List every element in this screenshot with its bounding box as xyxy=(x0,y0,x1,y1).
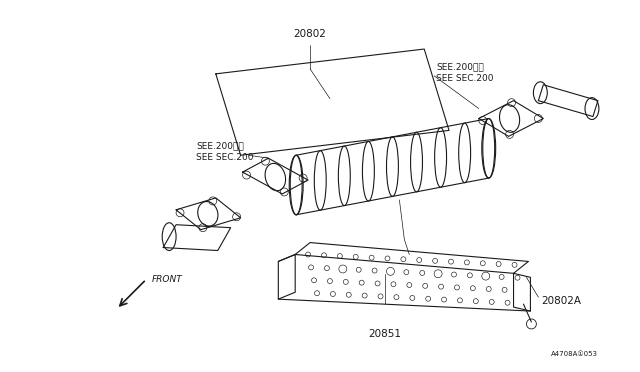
Text: FRONT: FRONT xyxy=(151,275,182,284)
Text: 20851: 20851 xyxy=(368,329,401,339)
Text: SEE.200参照: SEE.200参照 xyxy=(436,62,484,71)
Text: SEE SEC.200: SEE SEC.200 xyxy=(196,153,253,162)
Text: SEE SEC.200: SEE SEC.200 xyxy=(436,74,493,83)
Text: 20802A: 20802A xyxy=(541,296,581,306)
Text: A4708A①053: A4708A①053 xyxy=(551,351,598,357)
Text: 20802: 20802 xyxy=(294,29,326,39)
Text: SEE.200参照: SEE.200参照 xyxy=(196,141,244,150)
